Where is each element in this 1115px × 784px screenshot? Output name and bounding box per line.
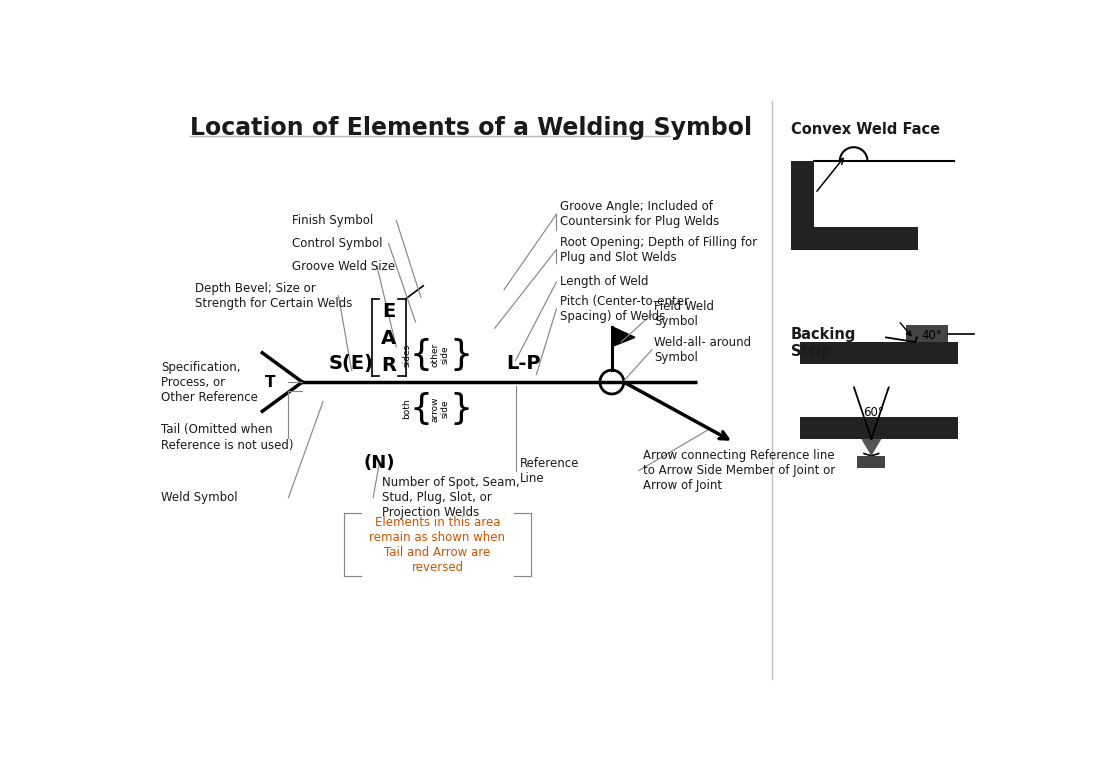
Text: T: T bbox=[264, 375, 275, 390]
Text: Pitch (Center-to-enter
Spacing) of Welds: Pitch (Center-to-enter Spacing) of Welds bbox=[560, 295, 688, 323]
Text: Groove Angle; Included of
Countersink for Plug Welds: Groove Angle; Included of Countersink fo… bbox=[560, 200, 719, 228]
Text: Arrow connecting Reference line
to Arrow Side Member of Joint or
Arrow of Joint: Arrow connecting Reference line to Arrow… bbox=[642, 449, 835, 492]
Text: Weld Symbol: Weld Symbol bbox=[162, 491, 237, 504]
Text: Root Opening; Depth of Filling for
Plug and Slot Welds: Root Opening; Depth of Filling for Plug … bbox=[560, 236, 757, 263]
FancyBboxPatch shape bbox=[799, 418, 958, 439]
Text: Number of Spot, Seam,
Stud, Plug, Slot, or
Projection Welds: Number of Spot, Seam, Stud, Plug, Slot, … bbox=[382, 476, 520, 519]
Text: sides: sides bbox=[403, 343, 411, 367]
Text: Location of Elements of a Welding Symbol: Location of Elements of a Welding Symbol bbox=[190, 116, 752, 140]
Text: }: } bbox=[449, 338, 473, 372]
Text: Specification,
Process, or
Other Reference: Specification, Process, or Other Referen… bbox=[162, 361, 259, 404]
Text: L-P: L-P bbox=[506, 354, 541, 373]
FancyBboxPatch shape bbox=[799, 342, 958, 364]
Text: Reference
Line: Reference Line bbox=[520, 456, 579, 485]
Text: Control Symbol: Control Symbol bbox=[292, 237, 382, 250]
Text: Elements in this area
remain as shown when
Tail and Arrow are
reversed: Elements in this area remain as shown wh… bbox=[369, 516, 505, 574]
Text: Field Weld
Symbol: Field Weld Symbol bbox=[655, 300, 715, 328]
Text: Finish Symbol: Finish Symbol bbox=[292, 214, 374, 227]
FancyBboxPatch shape bbox=[906, 325, 949, 342]
Text: Weld-all- around
Symbol: Weld-all- around Symbol bbox=[655, 336, 752, 364]
Text: other
side: other side bbox=[430, 343, 449, 367]
Text: Length of Weld: Length of Weld bbox=[560, 275, 648, 289]
Text: {: { bbox=[409, 338, 433, 372]
Text: }: } bbox=[449, 392, 473, 426]
FancyBboxPatch shape bbox=[791, 161, 814, 249]
Polygon shape bbox=[612, 327, 634, 347]
Text: Groove Weld Size: Groove Weld Size bbox=[292, 260, 396, 273]
Polygon shape bbox=[862, 439, 881, 456]
Text: Tail (Omitted when
Reference is not used): Tail (Omitted when Reference is not used… bbox=[162, 423, 294, 452]
Text: Backing
Strip: Backing Strip bbox=[791, 327, 856, 359]
Text: Convex Weld Face: Convex Weld Face bbox=[791, 122, 940, 137]
Text: E: E bbox=[382, 302, 395, 321]
FancyBboxPatch shape bbox=[857, 456, 885, 468]
Text: A: A bbox=[381, 329, 396, 348]
FancyBboxPatch shape bbox=[791, 227, 918, 249]
Text: R: R bbox=[381, 356, 396, 375]
Text: arrow
side: arrow side bbox=[430, 396, 449, 422]
Text: S(E): S(E) bbox=[329, 354, 375, 373]
Text: {: { bbox=[409, 392, 433, 426]
Text: (N): (N) bbox=[363, 454, 395, 472]
Text: 60°: 60° bbox=[863, 406, 884, 419]
Text: both: both bbox=[403, 399, 411, 419]
Text: 40°: 40° bbox=[921, 329, 942, 343]
Text: Depth Bevel; Size or
Strength for Certain Welds: Depth Bevel; Size or Strength for Certai… bbox=[194, 281, 352, 310]
